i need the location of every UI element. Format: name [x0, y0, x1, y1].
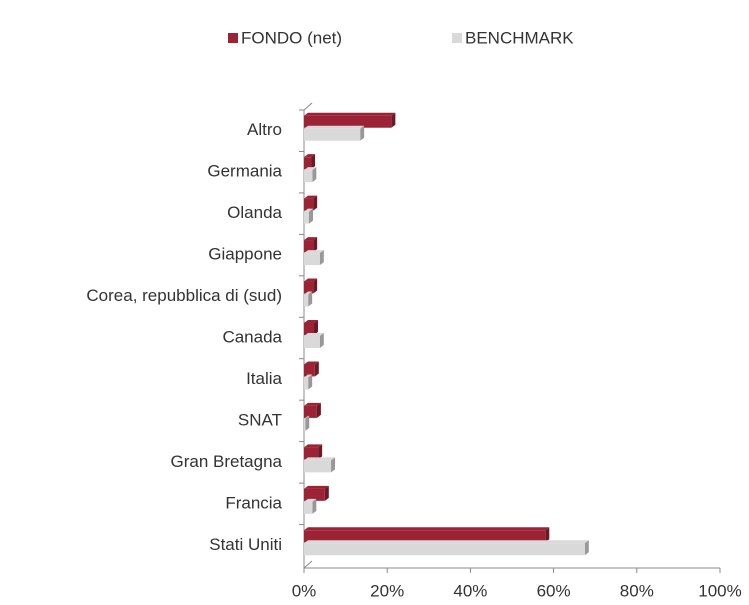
bar-side: [305, 415, 310, 431]
y-tick-label: Olanda: [227, 203, 282, 222]
bar-top: [304, 278, 318, 282]
bar-side: [308, 291, 313, 307]
bar-top: [304, 527, 550, 531]
bar: [304, 543, 585, 556]
bar-top: [304, 154, 316, 158]
bar-side: [312, 498, 317, 514]
bar-side: [313, 278, 318, 294]
bar-top: [304, 485, 329, 489]
bar-side: [316, 402, 321, 418]
y-tick-label: Canada: [222, 327, 282, 346]
legend-swatch: [452, 33, 462, 43]
y-tick-label: Gran Bretagna: [170, 452, 282, 471]
x-tick-label: 20%: [370, 581, 404, 600]
bar: [304, 377, 309, 390]
bar: [304, 211, 309, 224]
bar-side: [319, 333, 324, 348]
bar-top: [304, 457, 336, 461]
bar: [304, 364, 315, 377]
y-tick-label: Giappone: [208, 245, 282, 264]
bar: [304, 530, 546, 543]
bar-side: [545, 527, 550, 543]
x-tick-label: 0%: [292, 581, 317, 600]
bar-side: [312, 167, 317, 183]
legend-label: BENCHMARK: [465, 28, 574, 47]
bar: [304, 460, 332, 473]
x-tick-label: 60%: [537, 581, 571, 600]
bar-side: [318, 444, 323, 460]
bar-side: [391, 112, 396, 128]
y-tick-label: Corea, repubblica di (sud): [86, 286, 282, 305]
bar: [304, 336, 320, 348]
bar-top: [304, 540, 589, 544]
bar-top: [304, 125, 365, 129]
bar-side: [311, 154, 316, 170]
bar-top: [304, 415, 310, 419]
bar-side: [308, 208, 313, 224]
bar: [304, 294, 309, 307]
y-tick-label: Stati Uniti: [209, 535, 282, 554]
bar-top: [304, 195, 318, 199]
bar-top: [304, 333, 324, 336]
bar: [304, 240, 314, 253]
bar-top: [304, 167, 317, 171]
bar: [304, 198, 314, 211]
bar-top: [304, 498, 317, 502]
bar-top: [304, 320, 318, 323]
bar-side: [319, 250, 324, 266]
bar-side: [324, 485, 329, 501]
bar-side: [331, 457, 336, 473]
y-tick-label: Germania: [207, 162, 282, 181]
y-tick-label: Italia: [246, 369, 282, 388]
bar: [304, 405, 317, 418]
x-tick-label: 80%: [620, 581, 654, 600]
bar-top: [304, 237, 318, 241]
y-tick-label: Altro: [247, 120, 282, 139]
bar-side: [314, 361, 319, 377]
bar: [304, 128, 361, 141]
bar-side: [313, 195, 318, 211]
bar: [304, 170, 313, 183]
bar: [304, 115, 392, 128]
bar-top: [304, 250, 324, 254]
bar: [304, 281, 314, 294]
bar-side: [313, 237, 318, 253]
bar: [304, 253, 320, 266]
bar-top: [304, 374, 313, 378]
bar: [304, 323, 314, 335]
bar-top: [304, 361, 319, 365]
bar-top: [304, 112, 396, 116]
bar-side: [360, 125, 365, 141]
bar-top: [304, 444, 323, 448]
bar-side: [308, 374, 313, 390]
legend-swatch: [228, 33, 238, 43]
x-tick-label: 40%: [453, 581, 487, 600]
legend-label: FONDO (net): [241, 28, 342, 47]
axis-depth: [303, 560, 313, 569]
y-tick-label: Francia: [225, 493, 282, 512]
bar-side: [584, 540, 589, 556]
bar-top: [304, 402, 321, 406]
bar: [304, 418, 306, 431]
bar: [304, 501, 313, 514]
bar: [304, 157, 312, 170]
y-tick-label: SNAT: [238, 410, 282, 429]
bar: [304, 447, 319, 460]
x-tick-label: 100%: [698, 581, 741, 600]
y-axis-depth: [303, 102, 313, 111]
bar-top: [304, 291, 313, 295]
bar-side: [313, 320, 318, 335]
bar-top: [304, 208, 313, 212]
bar: [304, 488, 325, 501]
